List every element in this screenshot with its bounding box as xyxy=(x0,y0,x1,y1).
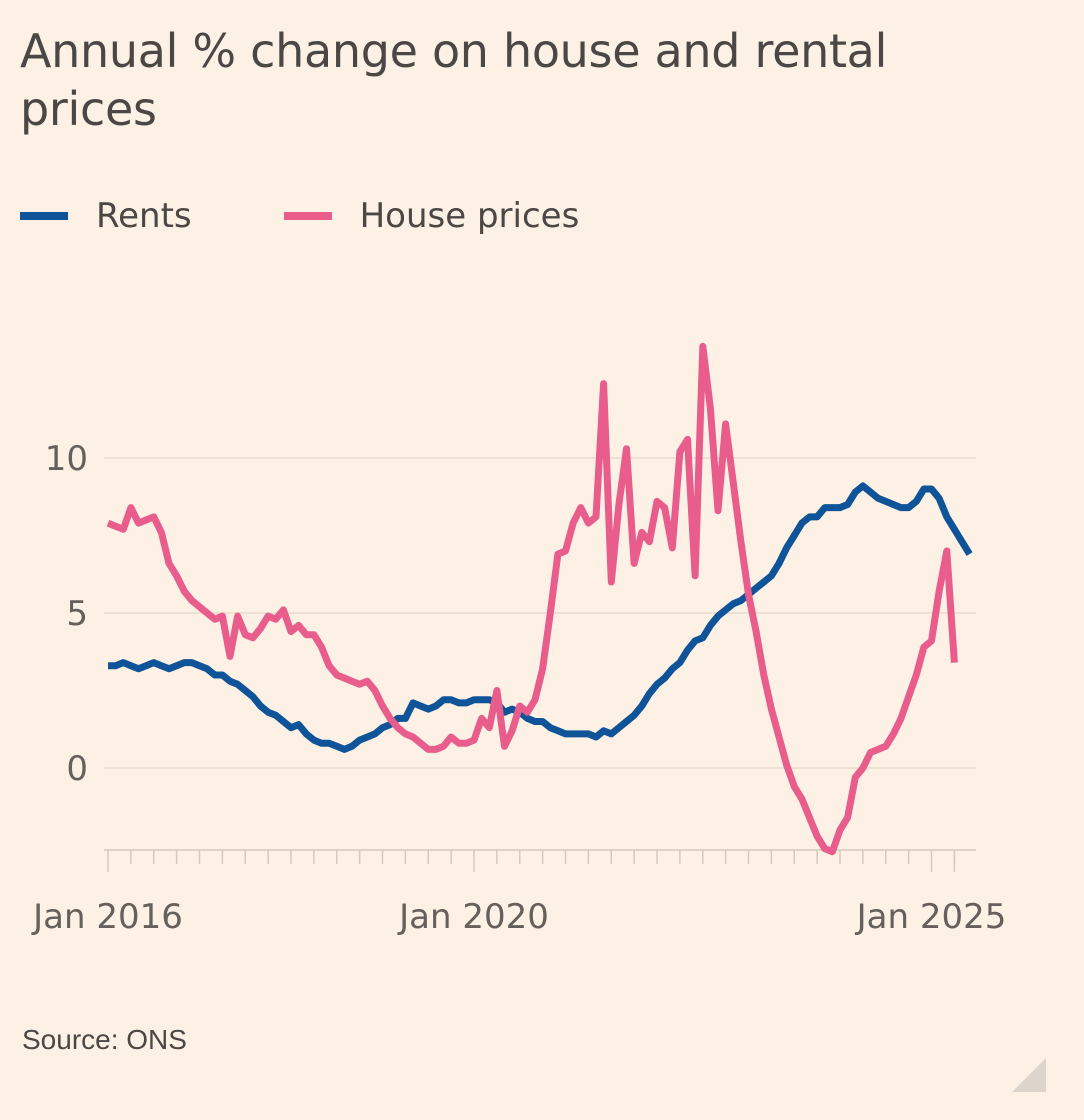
legend-item-rents: Rents xyxy=(20,196,192,236)
chart-title: Annual % change on house and rental pric… xyxy=(20,24,888,136)
series-line-rents xyxy=(108,482,973,753)
legend-label-rents: Rents xyxy=(96,196,192,236)
legend-swatch-house-prices xyxy=(283,212,332,220)
x-tick-label: Jan 2016 xyxy=(31,897,183,937)
y-tick-label: 0 xyxy=(66,749,88,789)
series-lines xyxy=(106,342,973,856)
legend-item-house-prices: House prices xyxy=(283,196,580,236)
y-axis: 0 5 10 xyxy=(45,439,88,789)
x-tick-label: Jan 2025 xyxy=(855,897,1007,937)
series-line-house-prices xyxy=(106,342,958,856)
x-tick-label: Jan 2020 xyxy=(397,897,549,937)
legend-label-house-prices: House prices xyxy=(359,196,580,236)
y-tick-label: 5 xyxy=(66,594,88,634)
gridlines xyxy=(104,457,976,769)
source-note: Source: ONS xyxy=(22,1024,187,1055)
legend-swatch-rents xyxy=(20,212,68,220)
x-axis: Jan 2016 Jan 2020 Jan 2025 xyxy=(31,849,1007,937)
y-tick-label: 10 xyxy=(45,439,88,479)
legend: Rents House prices xyxy=(20,196,671,236)
resize-corner-icon xyxy=(1012,1058,1046,1092)
